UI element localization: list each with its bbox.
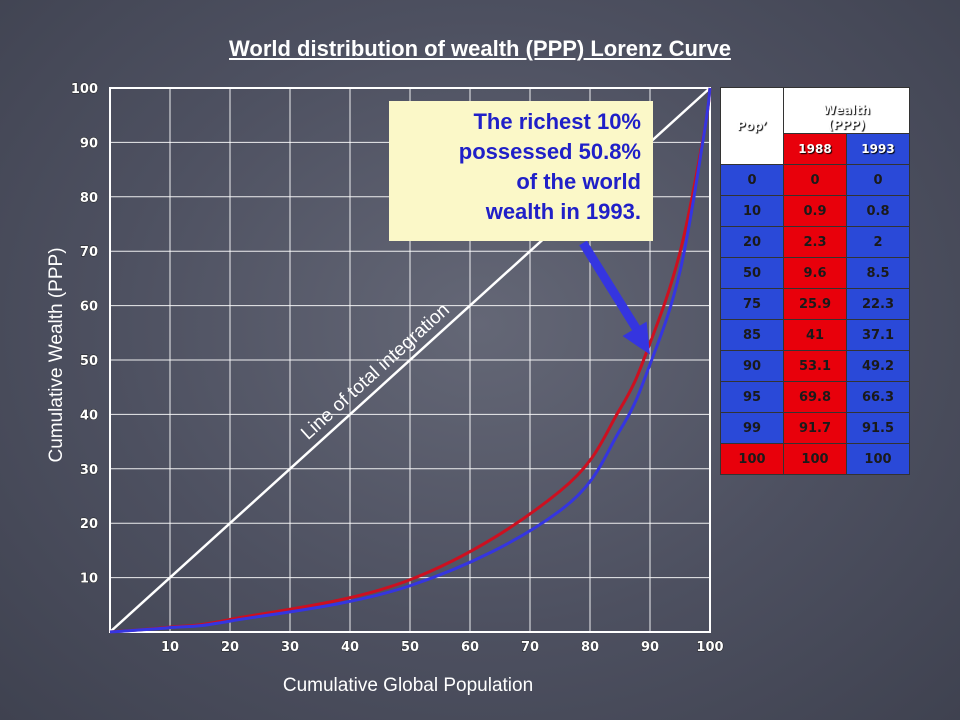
y-tick-label: 40 [80, 408, 98, 423]
cell-1993: 91.5 [846, 412, 910, 444]
x-tick-label: 30 [281, 640, 299, 655]
table-year-row: 1988 1993 [721, 133, 910, 165]
y-tick-label: 80 [80, 191, 98, 206]
x-tick-label: 20 [221, 640, 239, 655]
x-tick-label: 10 [161, 640, 179, 655]
cell-pop: 85 [720, 319, 784, 351]
table-body: 0 0 0 10 0.9 0.8 20 2.3 2 50 9.6 8.5 75 25.9 22.3 85 41 3… [720, 164, 910, 475]
x-tick-label: 90 [641, 640, 659, 655]
y-tick-label: 90 [80, 136, 98, 151]
y-tick-label: 50 [80, 354, 98, 369]
x-axis-label: Cumulative Global Population [283, 675, 533, 696]
y-tick-label: 70 [80, 245, 98, 260]
y-tick-label: 100 [71, 82, 98, 97]
header-wealth: Wealth (PPP) [783, 87, 910, 134]
year-1988-header: 1988 [783, 133, 847, 165]
annotation-line: wealth in 1993. [485, 199, 641, 224]
annotation-arrow-head [622, 321, 650, 355]
cell-pop: 75 [720, 288, 784, 320]
x-tick-label: 100 [696, 640, 723, 655]
year-1993-header: 1993 [846, 133, 910, 165]
table-row: 85 41 37.1 [720, 319, 910, 351]
annotation-box: The richest 10% possessed 50.8% of the wor… [389, 101, 653, 241]
equality-line-label: Line of total integration [297, 299, 454, 444]
table-row: 95 69.8 66.3 [720, 381, 910, 413]
table-row: 99 91.7 91.5 [720, 412, 910, 444]
table-row: 90 53.1 49.2 [720, 350, 910, 382]
cell-1993: 22.3 [846, 288, 910, 320]
y-axis-label: Cumulative Wealth (PPP) [46, 247, 67, 462]
y-tick-label: 10 [80, 572, 98, 587]
table-row: 10 0.9 0.8 [720, 195, 910, 227]
annotation-arrow-shaft [579, 240, 644, 337]
cell-1993: 100 [846, 443, 910, 475]
cell-pop: 90 [720, 350, 784, 382]
cell-pop: 10 [720, 195, 784, 227]
table-row: 75 25.9 22.3 [720, 288, 910, 320]
cell-1993: 49.2 [846, 350, 910, 382]
y-tick-label: 60 [80, 300, 98, 315]
cell-1993: 0.8 [846, 195, 910, 227]
x-tick-label: 70 [521, 640, 539, 655]
table-row: 100 100 100 [720, 443, 910, 475]
cell-1988: 2.3 [783, 226, 847, 258]
x-tick-label: 80 [581, 640, 599, 655]
header-wealth-label: Wealth (PPP) [822, 103, 871, 132]
cell-1988: 0.9 [783, 195, 847, 227]
cell-1988: 69.8 [783, 381, 847, 413]
table-header-row: Pop’ Wealth (PPP) [720, 87, 910, 165]
cell-1988: 91.7 [783, 412, 847, 444]
cell-pop: 20 [720, 226, 784, 258]
header-pop-label: Pop’ [736, 119, 768, 133]
table-row: 50 9.6 8.5 [720, 257, 910, 289]
annotation-line: possessed 50.8% [458, 139, 641, 164]
cell-1988: 53.1 [783, 350, 847, 382]
cell-1993: 8.5 [846, 257, 910, 289]
x-tick-label: 60 [461, 640, 479, 655]
cell-pop: 50 [720, 257, 784, 289]
plot-frame [109, 87, 711, 633]
cell-pop: 99 [720, 412, 784, 444]
cell-pop: 95 [720, 381, 784, 413]
wealth-table: Pop’ Wealth (PPP) 1988 1993 0 0 0 10 0.9 0.8 2… [720, 87, 910, 475]
annotation-line: The richest 10% [473, 109, 641, 134]
cell-1993: 37.1 [846, 319, 910, 351]
chart-title: World distribution of wealth (PPP) Loren… [229, 36, 731, 61]
y-tick-label: 20 [80, 517, 98, 532]
cell-1988: 9.6 [783, 257, 847, 289]
cell-1993: 66.3 [846, 381, 910, 413]
cell-1988: 25.9 [783, 288, 847, 320]
series-line-1993 [109, 87, 712, 634]
y-tick-label: 30 [80, 463, 98, 478]
cell-1988: 100 [783, 443, 847, 475]
cell-1993: 2 [846, 226, 910, 258]
table-row: 20 2.3 2 [720, 226, 910, 258]
annotation-line: of the world [516, 169, 641, 194]
header-pop: Pop’ [720, 87, 784, 165]
cell-1988: 41 [783, 319, 847, 351]
cell-1988: 0 [783, 164, 847, 196]
cell-pop: 0 [720, 164, 784, 196]
cell-pop: 100 [720, 443, 784, 475]
x-tick-label: 40 [341, 640, 359, 655]
cell-1993: 0 [846, 164, 910, 196]
x-tick-label: 50 [401, 640, 419, 655]
